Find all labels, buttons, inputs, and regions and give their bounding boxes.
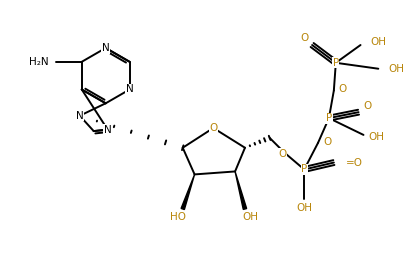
Text: N: N xyxy=(126,85,133,94)
Text: O: O xyxy=(209,123,217,133)
Text: O: O xyxy=(278,149,286,159)
Text: OH: OH xyxy=(296,203,311,213)
Text: O: O xyxy=(299,33,307,43)
Text: O: O xyxy=(338,85,346,94)
Polygon shape xyxy=(234,171,246,209)
Text: H₂N: H₂N xyxy=(28,57,48,67)
Polygon shape xyxy=(181,174,194,210)
Text: N: N xyxy=(104,124,111,135)
Text: O: O xyxy=(362,101,371,111)
Text: P: P xyxy=(325,113,331,123)
Text: P: P xyxy=(301,165,307,174)
Text: =O: =O xyxy=(345,157,362,168)
Text: OH: OH xyxy=(367,132,384,142)
Text: OH: OH xyxy=(241,212,257,222)
Text: N: N xyxy=(76,111,83,121)
Text: N: N xyxy=(102,43,109,53)
Text: P: P xyxy=(332,58,338,68)
Text: OH: OH xyxy=(369,37,386,47)
Text: HO: HO xyxy=(169,212,185,222)
Text: O: O xyxy=(322,137,330,147)
Text: OH: OH xyxy=(387,64,403,74)
